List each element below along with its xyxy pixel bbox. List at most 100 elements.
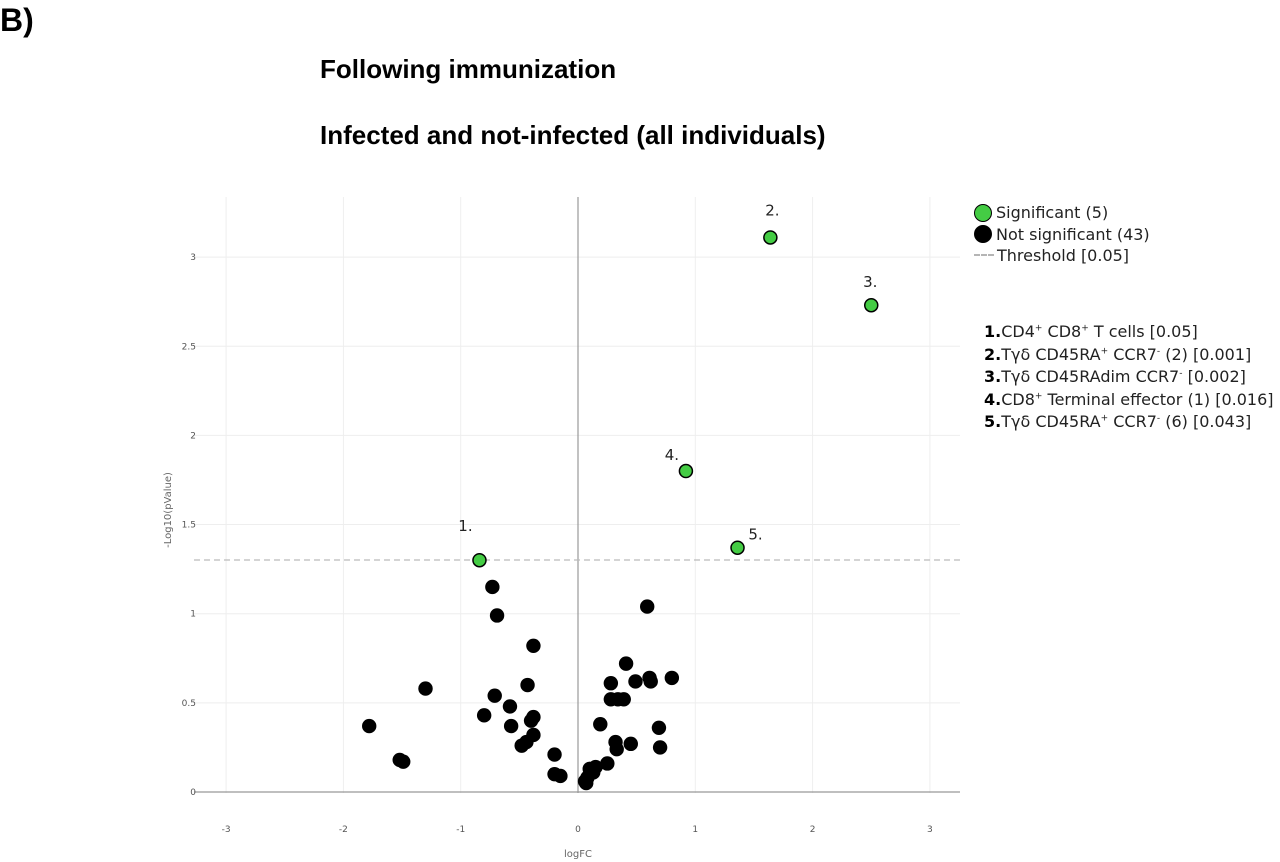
not-significant-point: [616, 692, 631, 707]
y-tick-label: 1: [190, 610, 196, 620]
point-label: 3.: [863, 273, 877, 291]
not-significant-point: [489, 608, 505, 623]
point-label: 1.: [458, 517, 472, 535]
annotation-text: CD4: [1001, 322, 1035, 341]
legend-label-significant: Significant (5): [996, 203, 1109, 223]
annotation-text: Tγδ CD45RA: [1001, 344, 1101, 364]
threshold-line-icon: [974, 253, 994, 258]
annotation-superscript: -: [1179, 368, 1183, 379]
annotation-text: [0.002]: [1182, 367, 1246, 386]
point-label: 2.: [765, 201, 779, 219]
annotation-number: 4.: [984, 389, 1002, 409]
annotation-text: CCR7: [1108, 412, 1157, 431]
y-tick-label: 3: [190, 253, 196, 263]
annotation-superscript: +: [1034, 391, 1043, 402]
legend-label-not-significant: Not significant (43): [996, 224, 1150, 244]
point-labels: 1. 2. 3. 4. 5.: [458, 201, 877, 543]
not-significant-point: [640, 599, 655, 614]
not-significant-point: [502, 699, 518, 714]
y-axis-label: -Log10(pValue): [163, 472, 174, 548]
annotation-item: 1.CD4+ CD8+ T cells [0.05]: [984, 322, 1274, 345]
not-significant-point: [520, 677, 535, 693]
annotation-superscript: -: [1156, 413, 1161, 424]
not-significant-marker-icon: [974, 225, 992, 244]
not-significant-point: [579, 775, 594, 791]
not-significant-point: [553, 768, 568, 784]
annotation-number: 5.: [984, 412, 1002, 431]
chart-subtitle: Infected and not-infected (all individua…: [320, 120, 826, 150]
not-significant-point: [588, 759, 603, 775]
annotation-list: 1.CD4+ CD8+ T cells [0.05] 2.Tγδ CD45RA+ …: [984, 322, 1274, 435]
data-points: [362, 230, 879, 791]
axes: [194, 197, 960, 793]
annotation-superscript: +: [1100, 346, 1109, 357]
not-significant-point: [603, 676, 619, 691]
legend-item-significant[interactable]: Significant (5): [974, 202, 1150, 224]
annotation-item: 3.Tγδ CD45RAdim CCR7- [0.002]: [984, 367, 1274, 390]
significant-point: [864, 297, 879, 313]
y-tick-label: 0.5: [182, 699, 196, 709]
not-significant-point: [396, 754, 411, 769]
annotation-item: 2.Tγδ CD45RA+ CCR7- (2) [0.001]: [984, 345, 1274, 368]
legend-item-threshold[interactable]: Threshold [0.05]: [974, 245, 1150, 267]
not-significant-point: [362, 718, 377, 734]
not-significant-point: [651, 720, 667, 736]
not-significant-point: [623, 736, 638, 752]
annotation-text: CCR7: [1108, 344, 1157, 364]
y-tick-label: 2: [190, 431, 196, 441]
significant-point: [678, 463, 694, 479]
point-label: 4.: [665, 446, 679, 464]
annotation-item: 4.CD8+ Terminal effector (1) [0.016]: [984, 390, 1274, 413]
not-significant-point: [418, 681, 433, 696]
annotation-superscript: +: [1034, 323, 1043, 334]
legend-label-threshold: Threshold [0.05]: [997, 246, 1130, 266]
legend-item-not-significant[interactable]: Not significant (43): [974, 224, 1150, 246]
not-significant-point: [600, 756, 615, 771]
x-tick-label: 3: [927, 825, 933, 835]
annotation-superscript: +: [1081, 323, 1089, 334]
chart-title: Following immunization: [320, 54, 617, 84]
annotation-superscript: -: [1156, 346, 1161, 357]
annotation-number: 1.: [984, 322, 1002, 341]
significant-point: [472, 552, 487, 568]
y-tick-label: 0: [190, 788, 196, 798]
not-significant-point: [514, 738, 529, 753]
annotation-text: CD8: [1001, 389, 1035, 409]
x-tick-label: -1: [456, 825, 465, 835]
annotation-text: Tγδ CD45RA: [1001, 412, 1101, 431]
annotation-text: T cells [0.05]: [1088, 322, 1198, 341]
annotation-text: Terminal effector (1) [0.016]: [1042, 389, 1274, 409]
y-tick-label: 2.5: [182, 342, 196, 352]
x-tick-label: -3: [222, 825, 231, 835]
point-label: 5.: [748, 526, 762, 544]
annotation-number: 3.: [984, 367, 1002, 386]
not-significant-point: [664, 670, 680, 686]
significant-marker-icon: [974, 203, 992, 222]
not-significant-point: [609, 742, 624, 757]
not-significant-point: [476, 708, 492, 723]
annotation-number: 2.: [984, 344, 1002, 364]
y-tick-label: 1.5: [182, 521, 196, 531]
x-tick-label: 0: [575, 825, 581, 835]
not-significant-point: [485, 579, 500, 595]
not-significant-point: [503, 718, 519, 734]
not-significant-point: [593, 717, 608, 732]
not-significant-point: [643, 674, 658, 689]
not-significant-point: [547, 747, 562, 762]
annotation-text: (2) [0.001]: [1160, 344, 1252, 364]
legend: Significant (5) Not significant (43) Thr…: [974, 202, 1150, 267]
not-significant-point: [628, 674, 643, 689]
grid-lines: [194, 197, 960, 793]
x-axis-label: logFC: [564, 849, 592, 860]
x-tick-label: 2: [810, 825, 816, 835]
x-tick-label: 1: [692, 825, 698, 835]
significant-point: [730, 540, 745, 555]
panel-label: B): [0, 2, 34, 38]
annotation-superscript: +: [1100, 413, 1109, 424]
not-significant-point: [523, 713, 539, 728]
annotation-text: (6) [0.043]: [1160, 412, 1252, 431]
tick-labels: -3 -2 -1 0 1 2 3 0 0.5 1 1.5 2 2.5 3: [182, 253, 933, 835]
not-significant-point: [652, 740, 668, 755]
annotation-text: CD8: [1042, 322, 1082, 341]
